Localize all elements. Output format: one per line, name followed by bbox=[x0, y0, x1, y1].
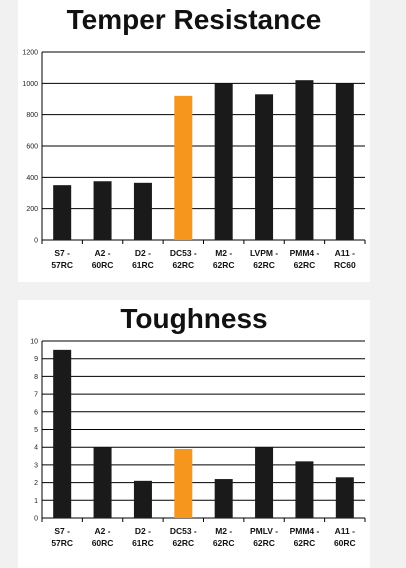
bar bbox=[93, 181, 112, 240]
x-category-label: RC60 bbox=[334, 260, 356, 270]
x-category-label: A2 - bbox=[95, 248, 111, 258]
bar bbox=[53, 185, 72, 240]
y-tick-label: 0 bbox=[34, 238, 38, 245]
x-category-label: PMM4 - bbox=[290, 248, 320, 258]
bar bbox=[335, 477, 354, 518]
x-category-label: DC53 - bbox=[170, 248, 197, 258]
bar bbox=[295, 80, 314, 240]
y-tick-label: 9 bbox=[34, 356, 38, 363]
x-category-label: PMLV - bbox=[250, 526, 278, 536]
x-category-label: A11 - bbox=[335, 526, 355, 536]
x-category-label: S7 - bbox=[54, 526, 70, 536]
toughness-chart: 0 1 2 3 4 5 6 7 8 9 10 S7 - 57RC A2 - 60RC D2 - 61RC DC53… bbox=[30, 339, 366, 548]
bar bbox=[214, 83, 233, 240]
x-category-label: 62RC bbox=[253, 538, 275, 548]
y-tick-label: 4 bbox=[34, 445, 38, 452]
x-category-label: 62RC bbox=[172, 538, 194, 548]
bar bbox=[133, 480, 152, 518]
y-tick-label: 400 bbox=[26, 175, 38, 182]
x-category-label: PMM4 - bbox=[290, 526, 320, 536]
y-tick-label: 7 bbox=[34, 392, 38, 399]
temper-resistance-panel: Temper Resistance 0 200 400 600 800 1000 1200 S… bbox=[18, 0, 370, 282]
chart-title-toughness: Toughness bbox=[120, 303, 268, 334]
y-tick-label: 1 bbox=[34, 498, 38, 505]
y-tick-label: 0 bbox=[34, 516, 38, 523]
bar bbox=[255, 447, 274, 518]
y-tick-label: 3 bbox=[34, 462, 38, 469]
x-category-label: S7 - bbox=[54, 248, 70, 258]
bar bbox=[133, 182, 152, 240]
x-category-label: 60RC bbox=[92, 538, 114, 548]
y-tick-label: 5 bbox=[34, 427, 38, 434]
bar bbox=[174, 448, 193, 518]
x-category-label: M2 - bbox=[215, 526, 232, 536]
bar bbox=[214, 479, 233, 518]
x-category-label: 61RC bbox=[132, 538, 154, 548]
x-category-label: DC53 - bbox=[170, 526, 197, 536]
x-category-label: 62RC bbox=[213, 260, 235, 270]
toughness-panel: Toughness 0 1 2 3 4 5 6 7 8 9 10 S7 - 57RC A2 - 60RC D2… bbox=[18, 300, 370, 568]
x-category-label: 62RC bbox=[213, 538, 235, 548]
temper-resistance-chart: 0 200 400 600 800 1000 1200 S7 - 57RC A2 - 60RC D2 … bbox=[22, 50, 366, 270]
y-tick-label: 10 bbox=[30, 339, 38, 346]
x-category-label: A11 - bbox=[335, 248, 355, 258]
bar bbox=[53, 349, 72, 518]
bar bbox=[93, 447, 112, 518]
x-category-label: 57RC bbox=[51, 538, 73, 548]
y-tick-label: 2 bbox=[34, 480, 38, 487]
x-category-label: 62RC bbox=[294, 260, 316, 270]
x-category-label: 62RC bbox=[253, 260, 275, 270]
x-category-label: M2 - bbox=[215, 248, 232, 258]
x-category-label: A2 - bbox=[95, 526, 111, 536]
x-category-label: D2 - bbox=[135, 248, 151, 258]
y-tick-label: 1200 bbox=[22, 50, 38, 57]
bar bbox=[295, 461, 314, 518]
y-tick-label: 800 bbox=[26, 112, 38, 119]
x-category-label: 60RC bbox=[92, 260, 114, 270]
x-category-label: 62RC bbox=[172, 260, 194, 270]
x-category-label: 57RC bbox=[51, 260, 73, 270]
x-category-label: 61RC bbox=[132, 260, 154, 270]
x-category-label: LVPM - bbox=[250, 248, 278, 258]
y-tick-label: 8 bbox=[34, 374, 38, 381]
y-tick-label: 6 bbox=[34, 409, 38, 416]
bar bbox=[174, 95, 193, 240]
y-tick-label: 1000 bbox=[22, 81, 38, 88]
chart-title-temper-resistance: Temper Resistance bbox=[66, 4, 322, 35]
x-category-label: D2 - bbox=[135, 526, 151, 536]
bar bbox=[255, 94, 274, 240]
y-tick-label: 200 bbox=[26, 206, 38, 213]
x-category-label: 62RC bbox=[294, 538, 316, 548]
x-category-label: 60RC bbox=[334, 538, 356, 548]
y-tick-label: 600 bbox=[26, 144, 38, 151]
bar bbox=[335, 83, 354, 240]
